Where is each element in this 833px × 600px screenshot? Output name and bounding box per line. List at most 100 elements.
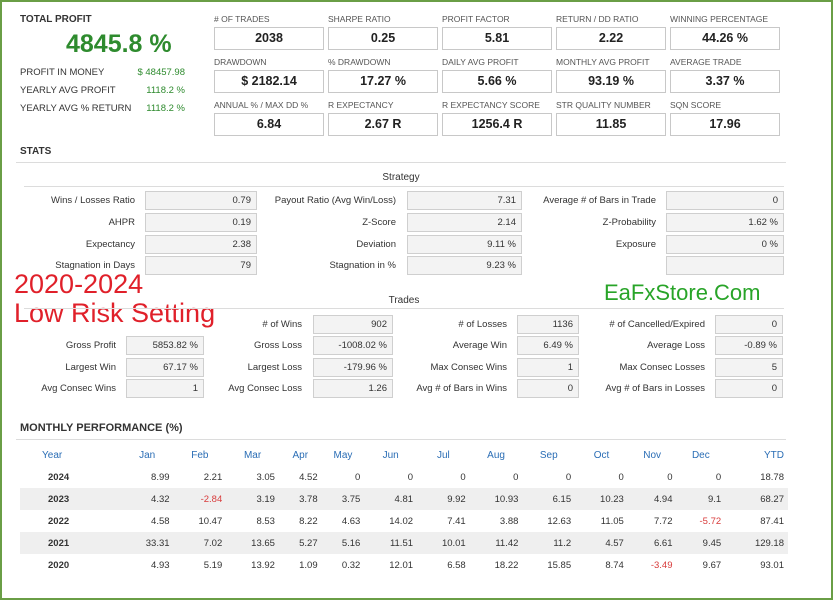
metric-label: DAILY AVG PROFIT: [442, 57, 519, 67]
stat-label: Largest Win: [65, 362, 116, 373]
stat-value: 0: [666, 191, 784, 210]
month-value-cell: 7.41: [417, 510, 470, 532]
metric-label: % DRAWDOWN: [328, 57, 391, 67]
stats-divider: [16, 162, 786, 163]
stat-label: Expectancy: [85, 239, 135, 250]
stat-label: Avg # of Bars in Losses: [605, 383, 705, 394]
month-value-cell: 9.67: [676, 554, 726, 576]
month-value-cell: 8.22: [278, 510, 322, 532]
total-profit-label: TOTAL PROFIT: [20, 14, 92, 25]
month-value-cell: 3.75: [321, 488, 365, 510]
metric-value: $ 2182.14: [214, 70, 324, 93]
column-header: Aug: [487, 450, 505, 461]
stat-label: Deviation: [356, 239, 396, 250]
stat-value: 9.23 %: [407, 256, 522, 275]
summary-label: YEARLY AVG PROFIT: [20, 85, 116, 96]
metric-profit-factor: PROFIT FACTOR 5.81: [442, 13, 552, 50]
column-header: Oct: [593, 450, 610, 461]
summary-label: YEARLY AVG % RETURN: [20, 103, 132, 114]
month-value-cell: 0: [364, 466, 418, 488]
column-header: Sep: [539, 450, 558, 461]
column-header: Feb: [191, 450, 209, 461]
metric-monthly-avg-profit: MONTHLY AVG PROFIT 93.19 %: [556, 56, 666, 93]
month-value-cell: 2.21: [173, 466, 227, 488]
metric-label: AVERAGE TRADE: [670, 57, 742, 67]
column-header: Apr: [292, 450, 309, 461]
stat-label: Average # of Bars in Trade: [543, 195, 656, 206]
month-value-cell: 1.09: [278, 554, 322, 576]
stat-label: Stagnation in %: [329, 260, 396, 271]
month-value-cell: 11.51: [364, 532, 418, 554]
month-value-cell: 8.53: [226, 510, 279, 532]
month-value-cell: 9.45: [676, 532, 726, 554]
metric-sharpe-ratio: SHARPE RATIO 0.25: [328, 13, 438, 50]
year-cell: 2022: [20, 510, 121, 532]
metric-label: # OF TRADES: [214, 14, 270, 24]
stat-value: 5: [715, 358, 783, 377]
stat-label: Max Consec Wins: [430, 362, 507, 373]
month-value-cell: 8.99: [120, 466, 174, 488]
month-value-cell: 10.23: [575, 488, 628, 510]
month-value-cell: 0: [522, 466, 576, 488]
stat-value: 902: [313, 315, 393, 334]
stat-value: 2.38: [145, 235, 257, 254]
month-value-cell: 0: [321, 466, 365, 488]
month-value-cell: 18.22: [469, 554, 523, 576]
metric-daily-avg-profit: DAILY AVG PROFIT 5.66 %: [442, 56, 552, 93]
column-header: Dec: [691, 450, 710, 461]
metric-annual-maxdd: ANNUAL % / MAX DD % 6.84: [214, 99, 324, 136]
metric-label: R EXPECTANCY SCORE: [442, 100, 540, 110]
summary-row-yearly-avg-profit: YEARLY AVG PROFIT 1118.2 %: [20, 85, 185, 96]
trades-heading: Trades: [388, 295, 420, 306]
overlay-period: 2020-2024: [14, 269, 144, 299]
stat-label: Avg Consec Loss: [228, 383, 302, 394]
metric-str-quality-number: STR QUALITY NUMBER 11.85: [556, 99, 666, 136]
month-value-cell: 11.05: [575, 510, 628, 532]
month-value-cell: 4.63: [321, 510, 365, 532]
metric-label: RETURN / DD RATIO: [556, 14, 639, 24]
stat-label: Stagnation in Days: [55, 260, 135, 271]
stat-label: Largest Loss: [247, 362, 302, 373]
stat-value: -179.96 %: [313, 358, 393, 377]
stat-label: Z-Probability: [602, 217, 656, 228]
monthly-divider: [16, 439, 786, 440]
stat-value: 6.49 %: [517, 336, 579, 355]
month-value-cell: 129.18: [725, 532, 788, 554]
month-value-cell: 0: [575, 466, 628, 488]
metric-trades: # OF TRADES 2038: [214, 13, 324, 50]
month-value-cell: 9.92: [417, 488, 470, 510]
metric-value: 3.37 %: [670, 70, 780, 93]
stat-value: 1: [126, 379, 204, 398]
metric-value: 0.25: [328, 27, 438, 50]
table-row: 2022 4.58 10.47 8.53 8.22 4.63 14.02 7.41 3.88 12…: [20, 510, 788, 532]
monthly-performance-title: MONTHLY PERFORMANCE (%): [20, 422, 183, 434]
stat-value: 1.26: [313, 379, 393, 398]
stat-value: 0: [517, 379, 579, 398]
stat-value: 5853.82 %: [126, 336, 204, 355]
stat-label: Avg Consec Wins: [41, 383, 116, 394]
month-value-cell: 11.42: [469, 532, 523, 554]
month-value-cell: 10.47: [173, 510, 227, 532]
stat-value: -0.89 %: [715, 336, 783, 355]
month-value-cell: 18.78: [725, 466, 788, 488]
month-value-cell: 0: [417, 466, 470, 488]
summary-value: $ 48457.98: [137, 67, 185, 78]
stat-value: 9.11 %: [407, 235, 522, 254]
month-value-cell: 10.01: [417, 532, 470, 554]
metric-label: WINNING PERCENTAGE: [670, 14, 769, 24]
total-profit-value: 4845.8 %: [66, 30, 172, 58]
year-cell: 2021: [20, 532, 121, 554]
summary-value: 1118.2 %: [146, 85, 185, 96]
stat-label: # of Cancelled/Expired: [609, 319, 705, 330]
month-value-cell: 4.58: [120, 510, 174, 532]
year-cell: 2024: [20, 466, 121, 488]
month-value-cell: 12.01: [364, 554, 418, 576]
month-value-cell: 33.31: [120, 532, 174, 554]
stats-title: STATS: [20, 146, 52, 157]
month-value-cell: 13.65: [226, 532, 279, 554]
month-value-cell: 87.41: [725, 510, 788, 532]
metric-value: 17.96: [670, 113, 780, 136]
month-value-cell: 3.05: [226, 466, 279, 488]
stat-value: 0.79: [145, 191, 257, 210]
stat-value: 0.19: [145, 213, 257, 232]
